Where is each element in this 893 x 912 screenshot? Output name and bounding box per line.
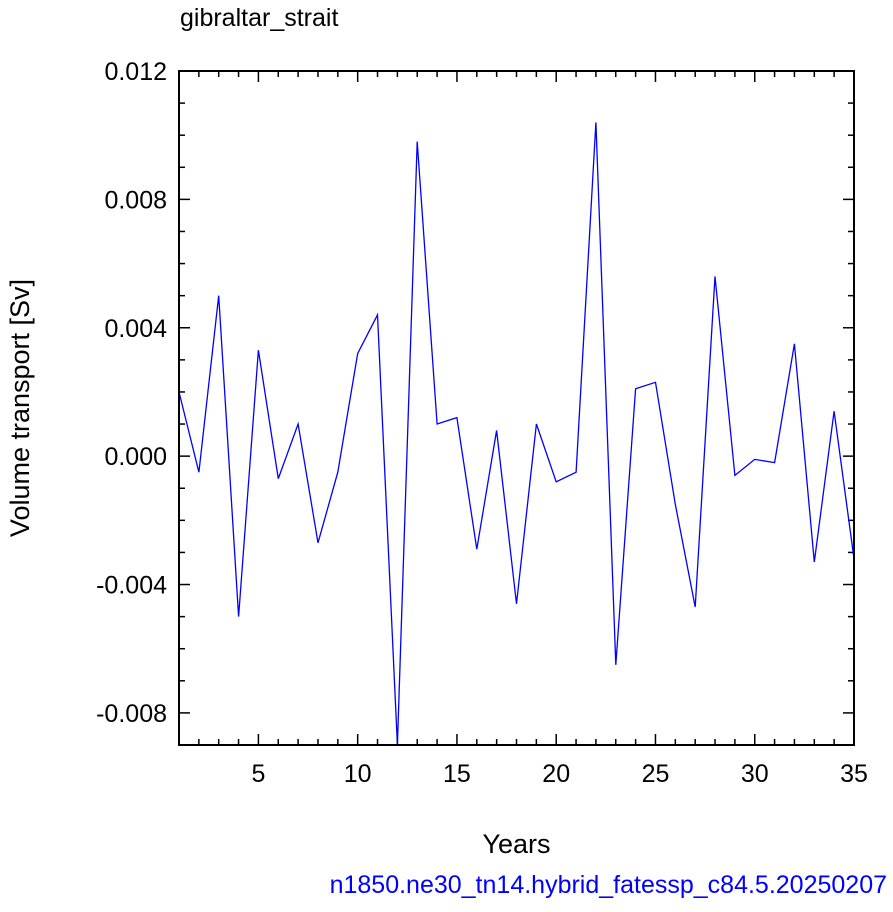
y-tick-label: 0.008 xyxy=(104,186,167,214)
y-tick-label: -0.004 xyxy=(96,572,167,600)
y-tick-label: 0.000 xyxy=(104,443,167,471)
x-tick-label: 15 xyxy=(443,760,471,788)
caption: n1850.ne30_tn14.hybrid_fatessp_c84.5.202… xyxy=(329,871,887,899)
x-tick-label: 20 xyxy=(542,760,570,788)
plot-frame xyxy=(178,70,855,746)
x-tick-label: 5 xyxy=(251,760,265,788)
series-line xyxy=(178,122,855,746)
x-axis-label: Years xyxy=(482,829,550,859)
x-tick-label: 30 xyxy=(741,760,769,788)
x-tick-label: 35 xyxy=(840,760,868,788)
chart-title: gibraltar_strait xyxy=(180,4,339,32)
x-tick-label: 10 xyxy=(344,760,372,788)
y-tick-labels: -0.008 -0.004 0.000 0.004 0.008 0.012 xyxy=(96,58,167,728)
y-tick-label: 0.012 xyxy=(104,58,167,86)
y-tick-label: -0.008 xyxy=(96,700,167,728)
y-tick-label: 0.004 xyxy=(104,315,167,343)
x-tick-label: 25 xyxy=(642,760,670,788)
x-tick-labels: 5 10 15 20 25 30 35 xyxy=(251,760,867,788)
y-axis-label: Volume transport [Sv] xyxy=(5,279,35,537)
axis-ticks xyxy=(178,70,855,746)
